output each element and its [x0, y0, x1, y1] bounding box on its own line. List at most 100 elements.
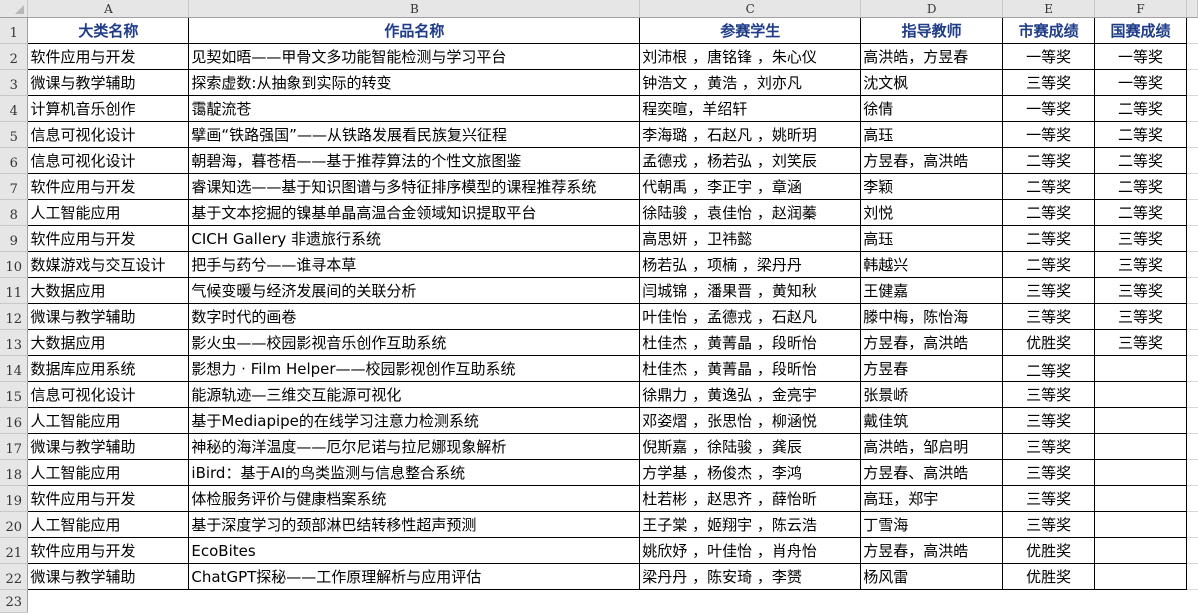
empty-cell[interactable] — [1185, 459, 1198, 486]
header-cell-title[interactable]: 作品名称 — [188, 17, 641, 44]
row-number[interactable]: 19 — [0, 485, 29, 512]
row-number[interactable]: 5 — [0, 121, 29, 148]
column-header-d[interactable]: D — [860, 0, 1004, 18]
empty-cell[interactable] — [1185, 225, 1198, 252]
cell-title[interactable]: 霭靛流苍 — [188, 95, 641, 122]
cell-students[interactable]: 梁丹丹 ，陈安琦 ，李赟 — [639, 563, 862, 590]
cell-students[interactable]: 杜若彬 ，赵思齐 ，薛怡昕 — [639, 485, 862, 512]
cell-category[interactable]: 微课与教学辅助 — [27, 69, 190, 96]
cell-students[interactable]: 邓姿熠 ，张思怡 ，柳涵悦 — [639, 407, 862, 434]
row-number[interactable]: 2 — [0, 43, 29, 70]
cell-advisors[interactable]: 丁雪海 — [860, 511, 1004, 538]
cell-title[interactable]: iBird：基于AI的鸟类监测与信息整合系统 — [188, 459, 641, 486]
empty-cell[interactable] — [1185, 563, 1198, 590]
cell-title[interactable]: ChatGPT探秘——工作原理解析与应用评估 — [188, 563, 641, 590]
cell-city-award[interactable]: 三等奖 — [1002, 407, 1096, 434]
header-cell-national-award[interactable]: 国赛成绩 — [1094, 17, 1187, 44]
cell-title[interactable]: CICH Gallery 非遗旅行系统 — [188, 225, 641, 252]
cell-category[interactable]: 信息可视化设计 — [27, 121, 190, 148]
cell-advisors[interactable]: 方昱春，高洪皓 — [860, 147, 1004, 174]
cell-category[interactable]: 软件应用与开发 — [27, 225, 190, 252]
row-number[interactable]: 7 — [0, 173, 29, 200]
empty-cell[interactable] — [1185, 173, 1198, 200]
cell-advisors[interactable]: 高洪皓，方昱春 — [860, 43, 1004, 70]
cell-category[interactable]: 软件应用与开发 — [27, 173, 190, 200]
cell-city-award[interactable]: 三等奖 — [1002, 303, 1096, 330]
cell-category[interactable]: 信息可视化设计 — [27, 381, 190, 408]
cell-title[interactable]: 朝碧海，暮苍梧——基于推荐算法的个性文旅图鉴 — [188, 147, 641, 174]
cell-city-award[interactable]: 优胜奖 — [1002, 537, 1096, 564]
empty-cell[interactable] — [1185, 43, 1198, 70]
cell-advisors[interactable]: 高洪皓，邹启明 — [860, 433, 1004, 460]
cell-national-award[interactable] — [1094, 511, 1187, 538]
cell-advisors[interactable]: 方昱春、高洪皓 — [860, 459, 1004, 486]
row-number[interactable]: 11 — [0, 277, 29, 304]
empty-cell[interactable] — [1185, 277, 1198, 304]
cell-students[interactable]: 高思妍 ，卫祎懿 — [639, 225, 862, 252]
cell-national-award[interactable]: 二等奖 — [1094, 95, 1187, 122]
empty-cell[interactable] — [1185, 485, 1198, 512]
cell-national-award[interactable] — [1094, 355, 1187, 382]
cell-national-award[interactable]: 二等奖 — [1094, 121, 1187, 148]
empty-cell[interactable] — [1185, 407, 1198, 434]
cell-title[interactable]: 擘画“铁路强国”——从铁路发展看民族复兴征程 — [188, 121, 641, 148]
cell-students[interactable]: 叶佳怡 ，孟德戎 ，石赵凡 — [639, 303, 862, 330]
cell-title[interactable]: 影想力 · Film Helper——校园影视创作互助系统 — [188, 355, 641, 382]
cell-category[interactable]: 大数据应用 — [27, 329, 190, 356]
cell-national-award[interactable]: 二等奖 — [1094, 147, 1187, 174]
row-number[interactable]: 15 — [0, 381, 29, 408]
cell-title[interactable]: 把手与药兮——谁寻本草 — [188, 251, 641, 278]
cell-category[interactable]: 人工智能应用 — [27, 459, 190, 486]
cell-national-award[interactable] — [1094, 485, 1187, 512]
empty-cell[interactable] — [1185, 69, 1198, 96]
cell-title[interactable]: EcoBites — [188, 537, 641, 564]
cell-advisors[interactable]: 滕中梅，陈怡海 — [860, 303, 1004, 330]
cell-students[interactable]: 杨若弘 ，项楠 ，梁丹丹 — [639, 251, 862, 278]
header-cell-category[interactable]: 大类名称 — [27, 17, 190, 44]
cell-advisors[interactable]: 方昱春，高洪皓 — [860, 537, 1004, 564]
cell-city-award[interactable]: 二等奖 — [1002, 225, 1096, 252]
cell-students[interactable]: 姚欣妤 ，叶佳怡 ，肖舟怡 — [639, 537, 862, 564]
row-number[interactable]: 10 — [0, 251, 29, 278]
column-header-a[interactable]: A — [27, 0, 190, 18]
cell-category[interactable]: 人工智能应用 — [27, 199, 190, 226]
cell-city-award[interactable]: 三等奖 — [1002, 485, 1096, 512]
cell-category[interactable]: 微课与教学辅助 — [27, 563, 190, 590]
cell-city-award[interactable]: 二等奖 — [1002, 147, 1096, 174]
cell-national-award[interactable]: 二等奖 — [1094, 173, 1187, 200]
empty-cell[interactable] — [1185, 537, 1198, 564]
cell-title[interactable]: 见契如晤——甲骨文多功能智能检测与学习平台 — [188, 43, 641, 70]
cell-national-award[interactable]: 三等奖 — [1094, 251, 1187, 278]
cell-category[interactable]: 计算机音乐创作 — [27, 95, 190, 122]
empty-cell[interactable] — [1185, 17, 1198, 44]
cell-category[interactable]: 软件应用与开发 — [27, 43, 190, 70]
empty-cell[interactable] — [1185, 355, 1198, 382]
cell-city-award[interactable]: 一等奖 — [1002, 43, 1096, 70]
select-all-corner[interactable] — [0, 0, 29, 18]
cell-national-award[interactable]: 一等奖 — [1094, 69, 1187, 96]
cell-title[interactable]: 数字时代的画卷 — [188, 303, 641, 330]
header-cell-city-award[interactable]: 市赛成绩 — [1002, 17, 1096, 44]
row-number[interactable]: 18 — [0, 459, 29, 486]
cell-students[interactable]: 徐鼎力 ，黄逸弘 ，金亮宇 — [639, 381, 862, 408]
cell-national-award[interactable]: 三等奖 — [1094, 303, 1187, 330]
cell-category[interactable]: 软件应用与开发 — [27, 537, 190, 564]
cell-city-award[interactable]: 三等奖 — [1002, 433, 1096, 460]
empty-cell[interactable] — [1185, 303, 1198, 330]
cell-category[interactable]: 数媒游戏与交互设计 — [27, 251, 190, 278]
cell-advisors[interactable]: 高珏 — [860, 121, 1004, 148]
cell-students[interactable]: 倪斯嘉 ，徐陆骏 ，龚辰 — [639, 433, 862, 460]
cell-national-award[interactable] — [1094, 407, 1187, 434]
cell-advisors[interactable]: 杨风雷 — [860, 563, 1004, 590]
row-number[interactable]: 3 — [0, 69, 29, 96]
cell-city-award[interactable]: 一等奖 — [1002, 95, 1096, 122]
cell-advisors[interactable]: 刘悦 — [860, 199, 1004, 226]
cell-national-award[interactable]: 三等奖 — [1094, 225, 1187, 252]
cell-students[interactable]: 孟德戎 ，杨若弘 ，刘笑辰 — [639, 147, 862, 174]
cell-category[interactable]: 软件应用与开发 — [27, 485, 190, 512]
empty-cell[interactable] — [1185, 121, 1198, 148]
empty-cell[interactable] — [1185, 199, 1198, 226]
row-number[interactable]: 20 — [0, 511, 29, 538]
cell-city-award[interactable]: 二等奖 — [1002, 199, 1096, 226]
cell-title[interactable]: 神秘的海洋温度——厄尔尼诺与拉尼娜现象解析 — [188, 433, 641, 460]
